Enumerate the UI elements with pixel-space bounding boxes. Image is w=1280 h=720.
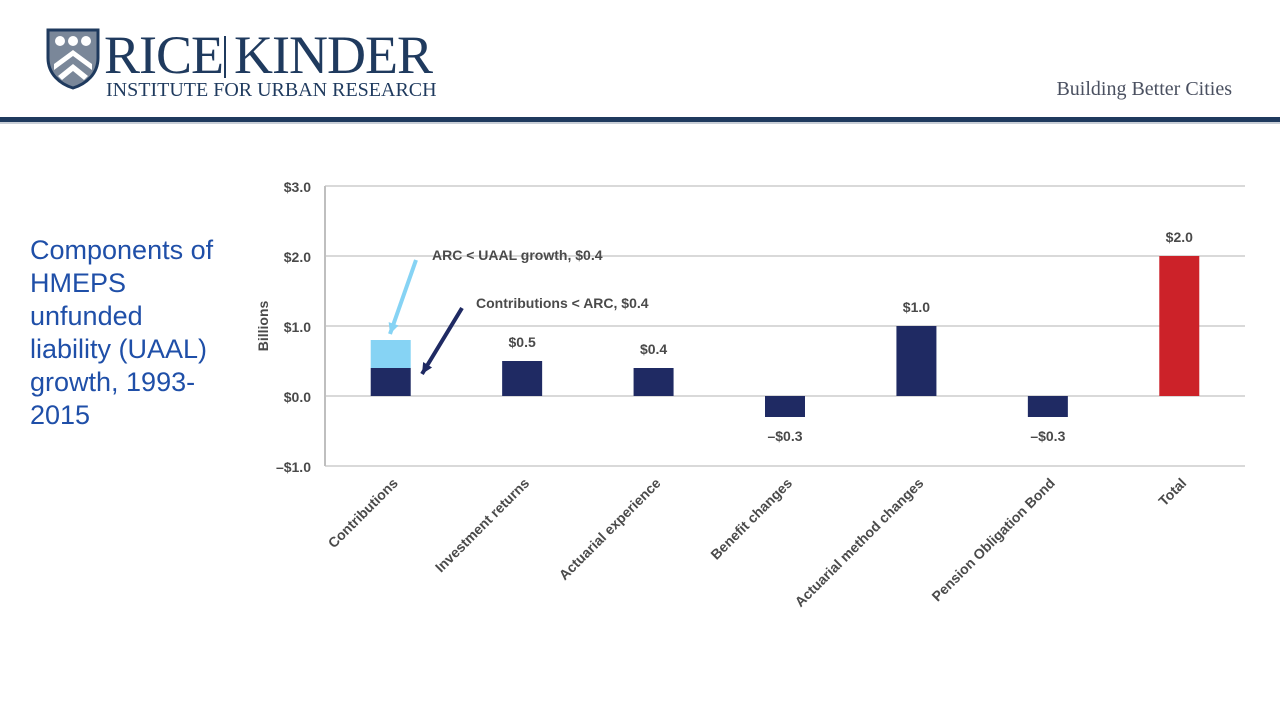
- annotation-arc-uaal: ARC < UAAL growth, $0.4: [432, 247, 603, 263]
- logo-kinder-text: KINDER: [234, 25, 433, 85]
- logo-divider: [224, 36, 226, 78]
- category-label: Total: [1155, 475, 1189, 509]
- category-label: Pension Obligation Bond: [928, 475, 1058, 605]
- logo-subtitle: INSTITUTE FOR URBAN RESEARCH: [106, 79, 437, 101]
- category-label: Actuarial experience: [556, 475, 664, 583]
- category-label: Benefit changes: [707, 475, 795, 563]
- header-bar: RICE KINDER INSTITUTE FOR URBAN RESEARCH…: [0, 0, 1280, 118]
- rice-shield-icon: [46, 28, 100, 90]
- tagline: Building Better Cities: [1056, 78, 1232, 100]
- arrow-contributions-arc-shaft: [420, 306, 464, 376]
- arrow-contributions-arc-head: [422, 362, 433, 374]
- annotation-contributions-arc: Contributions < ARC, $0.4: [476, 295, 649, 311]
- category-label: Investment returns: [432, 475, 533, 576]
- data-label: –$0.3: [1030, 428, 1065, 444]
- slide-title: Components of HMEPS unfunded liability (…: [30, 235, 214, 430]
- y-tick-label: $3.0: [284, 179, 311, 195]
- data-label: $0.5: [509, 334, 536, 350]
- y-axis-title: Billions: [255, 301, 271, 352]
- y-tick-label: $2.0: [284, 249, 311, 265]
- bar-contributions: [370, 368, 411, 396]
- uaal-bar-chart: $3.0 $2.0 $1.0 $0.0 –$1.0 Billions Contributio…: [255, 179, 1245, 610]
- bar-investment-returns: [502, 361, 543, 396]
- bar-total: [1159, 256, 1200, 396]
- bar-benefit-changes: [765, 396, 805, 417]
- category-label: Contributions: [325, 475, 401, 551]
- bar-actuarial-method-changes: [896, 326, 937, 396]
- arrow-arc-uaal-shaft: [388, 259, 418, 335]
- data-label: –$0.3: [767, 428, 802, 444]
- data-label: $1.0: [903, 299, 930, 315]
- y-tick-label: $1.0: [284, 319, 311, 335]
- data-label: $2.0: [1166, 229, 1193, 245]
- header-rule: [0, 117, 1280, 122]
- data-label: $0.4: [640, 341, 667, 357]
- logo-rice-text: RICE: [104, 25, 224, 85]
- bar-pension-obligation-bond: [1027, 396, 1068, 417]
- bar-contributions-arc-segment: [370, 340, 411, 368]
- header-rule-shadow: [0, 122, 1280, 124]
- category-label: Actuarial method changes: [791, 475, 926, 610]
- y-tick-label: $0.0: [284, 389, 311, 405]
- y-tick-label: –$1.0: [276, 459, 311, 475]
- bar-actuarial-experience: [633, 368, 674, 396]
- arrow-arc-uaal-head: [388, 322, 399, 334]
